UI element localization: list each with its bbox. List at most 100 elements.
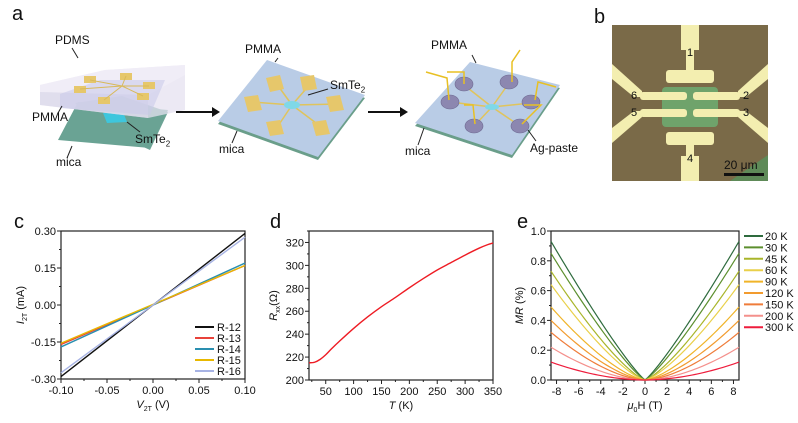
x-axis-label-unit: (K) <box>396 400 414 412</box>
legend-label-r-13: R-13 <box>217 333 241 345</box>
plot-frame <box>308 230 494 381</box>
fabrication-schematic <box>40 47 560 160</box>
y-axis-label-unit: (Ω) <box>268 290 280 306</box>
x-tick-label: 0 <box>642 386 648 398</box>
y-tick-label: 0.15 <box>35 263 56 275</box>
mica-label-2: mica <box>219 142 245 156</box>
electrode-label-4: 4 <box>687 153 693 165</box>
x-axis-label-unit: H (T) <box>637 400 662 412</box>
mica-label-3: mica <box>405 144 431 158</box>
panel-label-c: c <box>14 211 24 233</box>
pmma-label-2: PMMA <box>245 42 281 56</box>
x-axis-label: V2T (V) <box>136 399 169 413</box>
series-line-90k <box>550 306 740 381</box>
legend-label-200k: 200 K <box>765 311 794 323</box>
y-tick-label: 0.6 <box>531 286 546 298</box>
smte2-flake-3 <box>485 104 499 110</box>
electrode-label-6: 6 <box>631 90 637 102</box>
y-axis-label-symbol: R <box>268 313 280 321</box>
x-tick-label: -8 <box>552 386 562 398</box>
x-axis-label-symbol: V <box>136 399 145 411</box>
y-axis-label-subscript: xx <box>275 305 282 313</box>
series-line-150k <box>550 331 740 381</box>
panel-label-e: e <box>517 211 529 233</box>
y-axis-label-symbol: I <box>15 321 27 324</box>
right-arrow-icon <box>176 107 220 117</box>
x-tick-label: 4 <box>686 386 692 398</box>
y-tick-label: -0.15 <box>31 337 56 349</box>
gold-pads-2 <box>244 75 344 136</box>
legend-label-45k: 45 K <box>765 254 788 266</box>
y-tick-label: 0.30 <box>35 226 56 238</box>
series-line-30k <box>550 253 740 381</box>
y-tick-label: 0.8 <box>531 256 546 268</box>
legend-label-r-16: R-16 <box>217 366 241 378</box>
y-tick-label: 200 <box>286 375 304 387</box>
ag-paste-label: Ag-paste <box>530 141 579 155</box>
electrode-labels: 1 2 3 4 5 6 <box>631 47 749 165</box>
smte2-flake-2 <box>284 101 300 109</box>
y-tick-label: -0.30 <box>31 374 56 386</box>
legend-label-r-14: R-14 <box>217 344 241 356</box>
x-tick-label: 2 <box>664 386 670 398</box>
legend-label-20k: 20 K <box>765 231 788 243</box>
y-tick-label: 300 <box>286 260 304 272</box>
mica-label-1: mica <box>56 155 82 169</box>
smte2-label-2: SmTe2 <box>330 78 365 94</box>
x-tick-label: 100 <box>344 386 362 398</box>
legend-label-150k: 150 K <box>765 299 794 311</box>
pdms-label: PDMS <box>55 33 90 47</box>
gold-traces-1 <box>79 75 149 101</box>
smte2-text: SmTe <box>330 78 361 92</box>
y-axis-label-unit: (%) <box>514 287 526 307</box>
x-tick-label: 0.00 <box>142 385 163 397</box>
y-axis-label-symbol: MR <box>514 307 526 324</box>
legend-label-r-12: R-12 <box>217 322 241 334</box>
electrode-label-2: 2 <box>743 90 749 102</box>
x-tick-label: -6 <box>574 386 584 398</box>
x-axis-label-symbol: μ <box>627 400 634 412</box>
y-tick-label: 0.2 <box>531 345 546 357</box>
y-tick-label: 0.00 <box>35 300 56 312</box>
x-axis-label: μ0H (T) <box>627 400 663 414</box>
electrode-label-5: 5 <box>631 107 637 119</box>
electrode-label-1: 1 <box>687 47 693 59</box>
smte2-label-1: SmTe2 <box>135 132 170 148</box>
plot-frame <box>550 230 740 381</box>
y-tick-label: 1.0 <box>531 226 546 238</box>
x-tick-label: 0.10 <box>234 385 255 397</box>
series-line-rxx <box>308 242 494 364</box>
smte2-subscript: 2 <box>360 85 366 95</box>
series-line-r-16 <box>60 236 246 374</box>
y-axis-label: Rxx(Ω) <box>268 290 282 321</box>
x-tick-label: 6 <box>708 386 714 398</box>
panel-label-a: a <box>12 3 24 25</box>
pmma-label-1: PMMA <box>32 110 68 124</box>
x-tick-label: -0.05 <box>94 385 119 397</box>
electrode-label-3: 3 <box>743 107 749 119</box>
chart-iv-curves: -0.10 -0.05 0.00 0.05 0.10 -0.30 -0.15 0.00 0.15… <box>15 226 256 413</box>
y-tick-label: 280 <box>286 283 304 295</box>
y-axis-label-subscript: 2T <box>22 312 29 321</box>
pmma-label-3: PMMA <box>431 38 467 52</box>
x-tick-label: 250 <box>428 386 446 398</box>
legend-label-r-15: R-15 <box>217 355 241 367</box>
series-line-60k <box>550 284 740 381</box>
x-tick-label: 200 <box>400 386 418 398</box>
legend-label-30k: 30 K <box>765 242 788 254</box>
y-axis-label-unit: (mA) <box>15 286 27 313</box>
y-tick-label: 240 <box>286 329 304 341</box>
right-arrow-icon <box>368 107 408 117</box>
legend-label-300k: 300 K <box>765 322 794 334</box>
x-tick-label: 0.05 <box>188 385 209 397</box>
x-axis-label-subscript: 0 <box>634 407 638 414</box>
scalebar <box>724 173 764 176</box>
y-axis-label: I2T (mA) <box>15 286 29 324</box>
y-tick-label: 220 <box>286 352 304 364</box>
x-tick-label: -4 <box>596 386 606 398</box>
series-line-300k <box>550 361 740 381</box>
x-axis-label-symbol: T <box>389 400 397 412</box>
panel-label-b: b <box>594 6 606 28</box>
scalebar-label: 20 μm <box>724 158 758 172</box>
